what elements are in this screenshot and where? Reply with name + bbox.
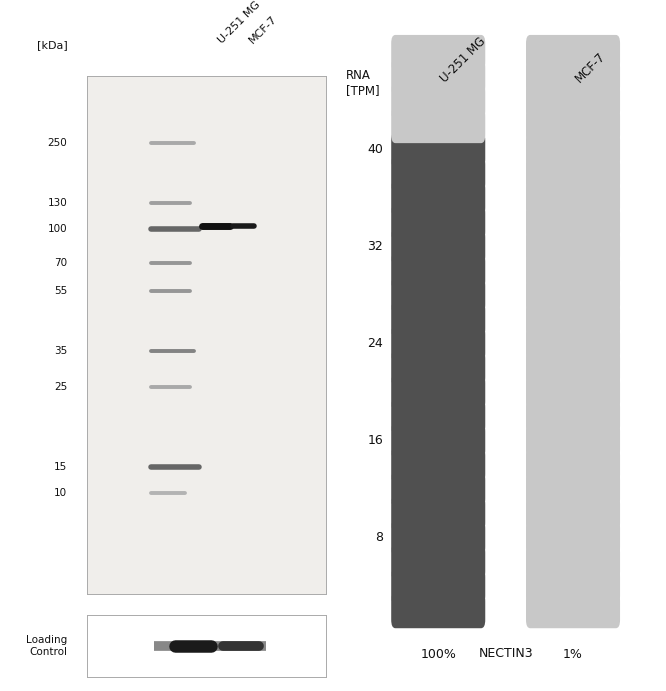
FancyBboxPatch shape xyxy=(526,423,620,458)
FancyBboxPatch shape xyxy=(526,495,620,531)
FancyBboxPatch shape xyxy=(391,205,486,240)
FancyBboxPatch shape xyxy=(526,326,620,361)
FancyBboxPatch shape xyxy=(391,326,486,361)
FancyBboxPatch shape xyxy=(526,471,620,507)
FancyBboxPatch shape xyxy=(391,350,486,386)
FancyBboxPatch shape xyxy=(391,423,486,458)
Text: 70: 70 xyxy=(54,258,67,267)
FancyBboxPatch shape xyxy=(526,593,620,628)
FancyBboxPatch shape xyxy=(391,84,486,119)
Text: Low: Low xyxy=(236,621,258,630)
Text: 130: 130 xyxy=(48,198,67,208)
FancyBboxPatch shape xyxy=(391,471,486,507)
FancyBboxPatch shape xyxy=(526,108,620,143)
FancyBboxPatch shape xyxy=(526,59,620,95)
FancyBboxPatch shape xyxy=(391,132,486,167)
FancyBboxPatch shape xyxy=(391,278,486,313)
Text: 40: 40 xyxy=(367,143,383,156)
Text: 16: 16 xyxy=(368,434,383,447)
FancyBboxPatch shape xyxy=(391,520,486,556)
Text: 100: 100 xyxy=(48,224,67,234)
Text: MCF-7: MCF-7 xyxy=(247,13,279,45)
FancyBboxPatch shape xyxy=(391,569,486,604)
FancyBboxPatch shape xyxy=(391,375,486,410)
FancyBboxPatch shape xyxy=(391,229,486,265)
FancyBboxPatch shape xyxy=(391,495,486,531)
FancyBboxPatch shape xyxy=(526,375,620,410)
Text: RNA
[TPM]: RNA [TPM] xyxy=(346,69,380,97)
FancyBboxPatch shape xyxy=(526,302,620,337)
FancyBboxPatch shape xyxy=(391,108,486,143)
FancyBboxPatch shape xyxy=(391,156,486,191)
FancyBboxPatch shape xyxy=(391,302,486,337)
FancyBboxPatch shape xyxy=(391,59,486,95)
Text: Loading
Control: Loading Control xyxy=(26,635,67,657)
Text: U-251 MG: U-251 MG xyxy=(216,0,262,45)
Text: High: High xyxy=(203,621,229,630)
FancyBboxPatch shape xyxy=(391,180,486,216)
FancyBboxPatch shape xyxy=(391,447,486,483)
Text: 8: 8 xyxy=(375,531,383,545)
FancyBboxPatch shape xyxy=(526,84,620,119)
Text: 10: 10 xyxy=(54,489,67,498)
FancyBboxPatch shape xyxy=(391,399,486,434)
Text: 25: 25 xyxy=(54,382,67,392)
FancyBboxPatch shape xyxy=(391,593,486,628)
FancyBboxPatch shape xyxy=(526,156,620,191)
FancyBboxPatch shape xyxy=(526,35,620,70)
Text: 1%: 1% xyxy=(563,648,583,661)
FancyBboxPatch shape xyxy=(526,520,620,556)
Text: U-251 MG: U-251 MG xyxy=(438,35,489,85)
FancyBboxPatch shape xyxy=(391,35,486,70)
Text: [kDa]: [kDa] xyxy=(37,40,67,50)
Text: 15: 15 xyxy=(54,462,67,472)
Text: 55: 55 xyxy=(54,286,67,296)
FancyBboxPatch shape xyxy=(526,180,620,216)
FancyBboxPatch shape xyxy=(526,253,620,289)
FancyBboxPatch shape xyxy=(526,399,620,434)
FancyBboxPatch shape xyxy=(526,132,620,167)
FancyBboxPatch shape xyxy=(526,205,620,240)
Text: NECTIN3: NECTIN3 xyxy=(478,647,533,661)
Text: 32: 32 xyxy=(368,240,383,253)
FancyBboxPatch shape xyxy=(526,350,620,386)
FancyBboxPatch shape xyxy=(526,569,620,604)
Text: 100%: 100% xyxy=(420,648,456,661)
Text: 250: 250 xyxy=(48,138,67,149)
FancyBboxPatch shape xyxy=(526,545,620,580)
FancyBboxPatch shape xyxy=(526,229,620,265)
Text: 35: 35 xyxy=(54,346,67,356)
FancyBboxPatch shape xyxy=(391,253,486,289)
FancyBboxPatch shape xyxy=(526,447,620,483)
Text: 24: 24 xyxy=(368,337,383,350)
FancyBboxPatch shape xyxy=(391,545,486,580)
FancyBboxPatch shape xyxy=(526,278,620,313)
Text: MCF-7: MCF-7 xyxy=(573,50,608,85)
